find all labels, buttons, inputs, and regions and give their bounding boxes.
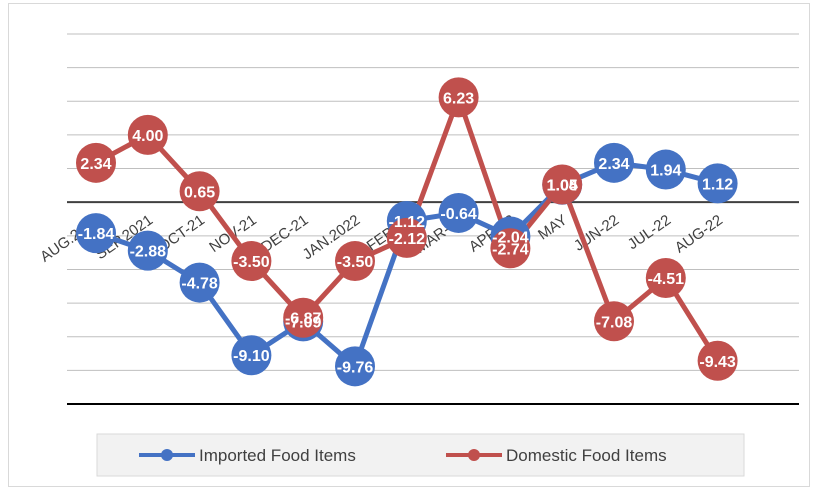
data-point — [127, 114, 168, 155]
data-label: -2.88 — [130, 244, 167, 261]
data-label: -2.12 — [389, 231, 426, 248]
data-label: -7.09 — [285, 314, 322, 331]
data-label: -4.51 — [648, 271, 685, 288]
data-label: -9.76 — [337, 359, 374, 376]
data-label: -1.84 — [78, 226, 115, 243]
data-point — [645, 258, 686, 299]
data-label: 1.05 — [547, 178, 578, 195]
chart-frame: AUG.2021 SEP.2021 OCT-21 NOV-21 DEC-21 JAN.20… — [8, 3, 810, 487]
x-tick-label: JUL-22 — [625, 212, 674, 254]
data-label: -2.74 — [492, 241, 529, 258]
data-point — [127, 230, 168, 271]
data-point — [438, 192, 479, 233]
legend: Imported Food Items Domestic Food Items — [96, 433, 745, 477]
data-label: -4.78 — [181, 276, 218, 293]
data-point — [645, 149, 686, 190]
data-point — [594, 142, 634, 183]
x-tick-label: AUG-22 — [672, 212, 726, 257]
data-label: 1.04 — [547, 178, 578, 195]
data-point — [231, 241, 272, 282]
x-tick-label: MAY — [535, 212, 570, 244]
data-label: -0.64 — [440, 206, 477, 223]
data-point — [179, 171, 220, 212]
legend-marker-domestic — [468, 449, 480, 461]
data-label: -9.43 — [699, 354, 736, 371]
data-label: 6.23 — [443, 90, 474, 107]
data-point — [490, 228, 531, 269]
data-label: -1.12 — [389, 214, 426, 231]
data-point — [594, 301, 634, 342]
data-point — [335, 346, 375, 387]
data-label: -2.04 — [492, 229, 529, 246]
data-point — [76, 142, 116, 183]
data-point — [697, 163, 738, 204]
legend-label-imported: Imported Food Items — [199, 446, 356, 465]
data-label: -3.50 — [337, 254, 374, 271]
data-point — [542, 164, 583, 205]
data-label: -9.10 — [233, 348, 270, 365]
data-label: 0.65 — [184, 184, 215, 201]
data-label: -6.87 — [285, 311, 322, 328]
data-point — [386, 217, 427, 258]
data-point — [438, 77, 479, 118]
data-point — [179, 262, 220, 303]
data-point — [76, 213, 116, 254]
legend-label-domestic: Domestic Food Items — [506, 446, 667, 465]
data-label: 1.94 — [650, 163, 681, 180]
data-label: 4.00 — [132, 128, 163, 145]
data-point — [335, 241, 375, 282]
series-markers: -1.84 -2.88 -4.78 -9.10 -7.09 -9.76 -1.12 -0.64… — [76, 77, 738, 387]
data-point — [697, 340, 738, 381]
legend-marker-imported — [161, 449, 173, 461]
data-label: -7.08 — [596, 314, 633, 331]
data-label: 1.12 — [702, 176, 733, 193]
data-label: -3.50 — [233, 254, 270, 271]
data-point — [231, 335, 272, 376]
data-label: 2.34 — [598, 156, 629, 173]
data-point — [283, 297, 324, 338]
legend-box — [96, 433, 745, 477]
data-label: 2.34 — [80, 156, 111, 173]
